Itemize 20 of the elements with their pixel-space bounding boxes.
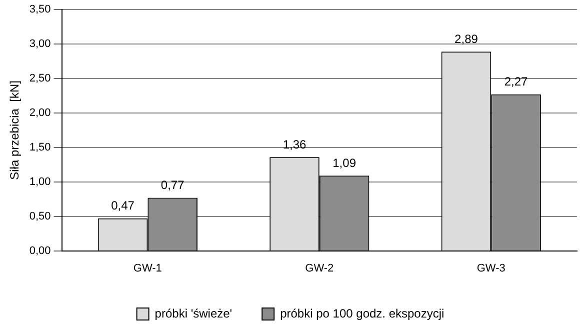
y-tick-label: 0,00 bbox=[29, 244, 51, 257]
y-axis-title: Siła przebicia [kN] bbox=[8, 80, 22, 180]
data-label: 0,77 bbox=[160, 178, 185, 192]
legend-label: próbki 'świeże' bbox=[154, 306, 232, 320]
x-tick-label: GW-3 bbox=[476, 262, 506, 274]
y-tick-label: 2,50 bbox=[29, 72, 51, 85]
legend-label: próbki po 100 godz. ekspozycji bbox=[280, 306, 444, 320]
x-tick-label: GW-1 bbox=[133, 262, 162, 274]
y-tick-label: 3,50 bbox=[29, 4, 51, 16]
y-tick-label: 3,00 bbox=[29, 38, 51, 50]
data-label: 1,36 bbox=[282, 137, 307, 152]
y-tick-label: 1,50 bbox=[29, 141, 51, 154]
x-tick-label: GW-2 bbox=[305, 262, 334, 274]
data-label: 2,27 bbox=[504, 74, 528, 89]
y-tick-label: 2,00 bbox=[29, 107, 51, 120]
data-label: 0,47 bbox=[111, 198, 135, 213]
data-label: 2,89 bbox=[454, 32, 478, 46]
y-tick-label: 1,00 bbox=[29, 176, 51, 188]
y-tick-label: 0,50 bbox=[29, 210, 51, 222]
data-label: 1,09 bbox=[332, 156, 356, 170]
